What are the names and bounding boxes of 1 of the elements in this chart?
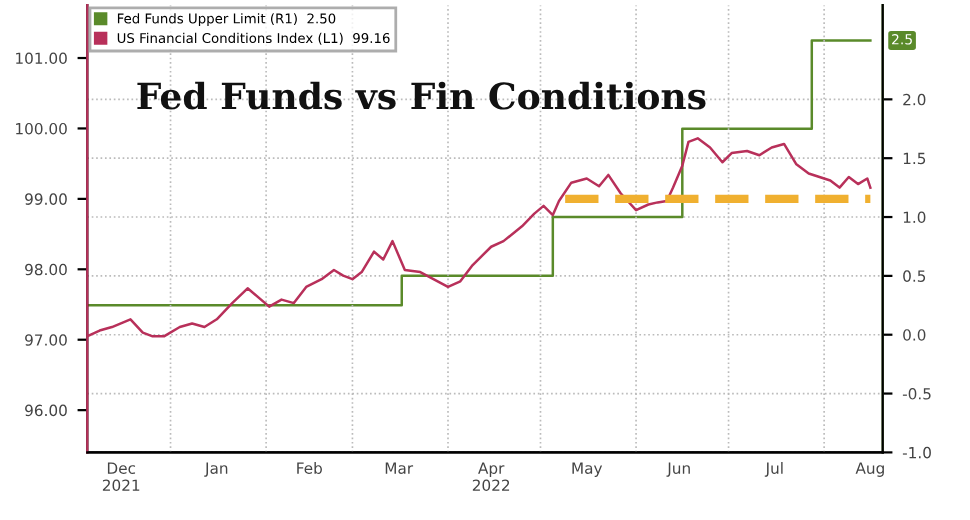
text: Fed Funds vs Fin Conditions	[137, 81, 706, 110]
